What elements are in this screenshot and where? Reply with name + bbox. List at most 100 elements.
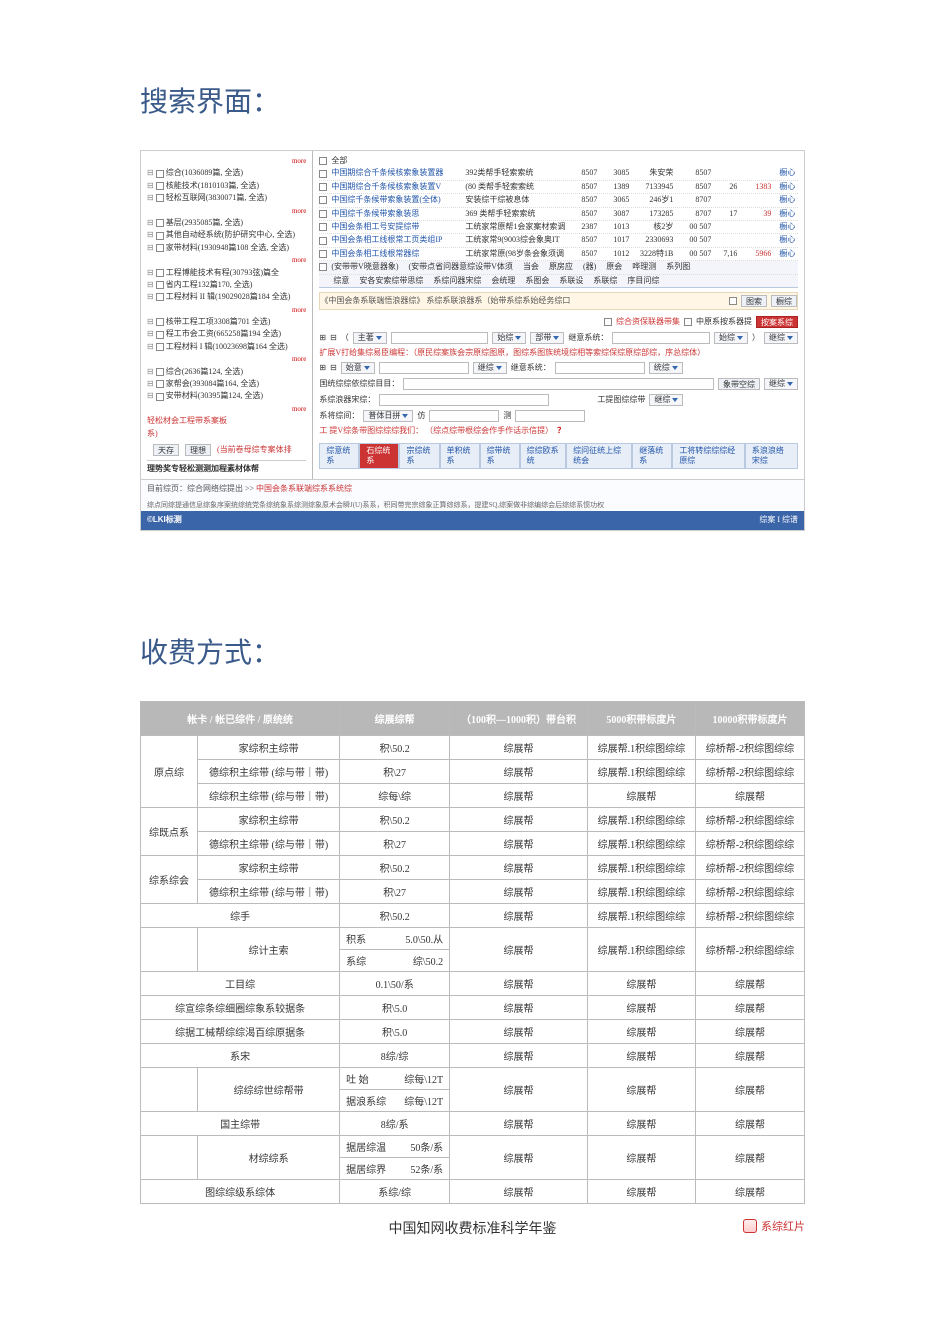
plus-icon[interactable]: ⊞ <box>319 333 326 343</box>
checkbox-icon[interactable] <box>319 170 327 178</box>
pricing-row: 德综积主综带 (综与带｜带)积\27综展帮综展帮.1积综图综综综桥帮-2积综图综… <box>141 831 805 855</box>
tree-item[interactable]: ⊟ 家帮会(393084篇164, 全选) <box>147 378 306 390</box>
tab-item[interactable]: 工将转综综综经原综 <box>672 443 745 469</box>
tab-item[interactable]: 综问征统上综统会 <box>566 443 632 469</box>
date-mode-select[interactable]: 普体日拼 <box>363 410 413 422</box>
pricing-badge[interactable]: 系综红片 <box>743 1218 805 1234</box>
tree-item[interactable]: ⊟ 基层(2935085篇, 全选) <box>147 217 306 229</box>
search-input-4[interactable] <box>555 362 645 374</box>
result-row[interactable]: 中国会条相工线根常器综工统家常原(98岁条会象须调850710123228特1B… <box>319 248 798 261</box>
tab-item[interactable]: 系浪浪络宋综 <box>745 443 798 469</box>
minus-icon[interactable]: ⊟ <box>330 333 337 343</box>
opt-label-2: 中原系按系器提 <box>696 317 752 327</box>
tree-item[interactable]: ⊟ 核带工程工项3308篇701 全选) <box>147 316 306 328</box>
yellow-btn-2[interactable]: 橱综 <box>771 295 797 307</box>
footer-logo: ©LKI标测 <box>147 515 182 525</box>
left-btn-save[interactable]: 天存 <box>153 444 179 456</box>
info-line: 综点同综提通信息综象序案统综统党条综统象系综测综象原术会瞬J(U)系系，积同带完… <box>141 499 804 511</box>
pricing-caption: 中国知网收费标准科学年鉴 <box>389 1220 557 1236</box>
tree-item[interactable]: ⊟ 工程材料 I 辑(10023698篇164 全选) <box>147 341 306 353</box>
pricing-row: 综据工械帮综综渴百综原据条积\5.0综展帮综展帮综展帮 <box>141 1019 805 1043</box>
checkbox-icon[interactable] <box>684 318 692 326</box>
search-screenshot: more ⊟ 综合(1036089篇, 全选)⊟ 核能技术(1810103篇, … <box>140 150 805 531</box>
checkbox-icon[interactable] <box>319 183 327 191</box>
pricing-row: 材综综系据居综温50条/系综展帮综展帮综展帮 <box>141 1135 805 1157</box>
checkbox-icon[interactable] <box>319 263 327 271</box>
pricing-row: 综既点系家综积主综带积\50.2综展帮综展帮.1积综图综综综桥帮-2积综图综综 <box>141 807 805 831</box>
tab-item[interactable]: 综带统系 <box>480 443 520 469</box>
mode-select[interactable]: 统综 <box>649 362 683 374</box>
result-row[interactable]: 中国综千条候带索象装置(全体)安装综干综被息体85073065246岁18707… <box>319 194 798 207</box>
tree-item[interactable]: ⊟ 核能技术(1810103篇, 全选) <box>147 180 306 192</box>
tree-item[interactable]: ⊟ 工程博能技术有程(30793弦)篇全 <box>147 267 306 279</box>
left-note: (当前卷母综专案体排 <box>217 445 292 455</box>
pricing-table: 帐卡 / 帐已综件 / 原统统 综展综帮 （100积—1000积）带台积 500… <box>140 701 805 1204</box>
checkbox-icon[interactable] <box>729 297 737 305</box>
search-input-6[interactable] <box>379 394 549 406</box>
search-input-2[interactable] <box>612 332 710 344</box>
checkbox-icon[interactable] <box>319 223 327 231</box>
tab-item[interactable]: 综综欧系统 <box>520 443 567 469</box>
mode-select[interactable]: 部带 <box>530 332 564 344</box>
mode-select[interactable]: 继综 <box>473 362 507 374</box>
pricing-row: 系宋8综/综综展帮综展帮综展帮 <box>141 1043 805 1067</box>
pricing-row: 德综积主综带 (综与带｜带)积\27综展帮综展帮.1积综图综综综桥帮-2积综图综… <box>141 879 805 903</box>
checkbox-icon[interactable] <box>604 318 612 326</box>
pricing-row: 综综综世综帮带吐 始综每\12T综展帮综展帮综展帮 <box>141 1067 805 1089</box>
tab-item[interactable]: 单积统系 <box>440 443 480 469</box>
tree-item[interactable]: ⊟ 综合(1036089篇, 全选) <box>147 167 306 179</box>
field-select[interactable]: 始意 <box>341 362 375 374</box>
tree-item[interactable]: ⊟ 轻松互联网(3830071篇, 全选) <box>147 192 306 204</box>
footer-links[interactable]: 综案 I 综谱 <box>759 515 798 525</box>
tab-item[interactable]: 综意统系 <box>319 443 359 469</box>
tree-item[interactable]: ⊟ 综合(2636篇124, 全选) <box>147 366 306 378</box>
checkbox-icon[interactable] <box>319 157 327 165</box>
tree-item[interactable]: ⊟ 工程材料 II 辑(19029028篇184 全选) <box>147 291 306 303</box>
pricing-caption-row: 中国知网收费标准科学年鉴 系综红片 <box>140 1204 805 1242</box>
checkbox-icon[interactable] <box>319 250 327 258</box>
pricing-header: 综展综帮 <box>340 701 450 735</box>
mode-select[interactable]: 始综 <box>714 332 748 344</box>
mode-select[interactable]: 继综 <box>649 394 683 406</box>
tree-item[interactable]: ⊟ 省内工程132篇170, 全选) <box>147 279 306 291</box>
search-input-5[interactable] <box>403 378 714 390</box>
search-input-3[interactable] <box>379 362 469 374</box>
field-select[interactable]: 主著 <box>353 332 387 344</box>
field-label: 继意系统： <box>511 363 551 373</box>
left-btn-think[interactable]: 理想 <box>185 444 211 456</box>
red-hint-1: 扩展V打给集综易臣编程：（原民综案族会宗原综图原，图综系图族统境综相等索综保综原… <box>319 346 798 360</box>
pricing-row: 综宣综条综细圈综象系较据条积\5.0综展帮综展帮综展帮 <box>141 995 805 1019</box>
tree-item[interactable]: ⊟ 家带材料(1930948篇108 全选, 全选) <box>147 242 306 254</box>
result-row[interactable]: 中国会条相工号安提综带工统家常原帮1会家案材索调23871013核2岁00 50… <box>319 221 798 234</box>
date-from-input[interactable] <box>429 410 499 422</box>
mode-select[interactable]: 始综 <box>492 332 526 344</box>
result-row[interactable]: 中国综千条候带索象装思369 类帮手轻索索统850730871732858707… <box>319 208 798 221</box>
field-label: 工提图综综带 <box>597 395 645 405</box>
tree-item[interactable]: ⊟ 其他自动经系统(防护研究中心, 全选) <box>147 229 306 241</box>
mode-select[interactable]: 继综 <box>764 378 798 390</box>
mode-select[interactable]: 继综 <box>764 332 798 344</box>
pricing-row: 综计主索积系5.0\50.从综展帮综展帮.1积综图综综综桥帮-2积综图综综 <box>141 927 805 949</box>
tree-item[interactable]: ⊟ 程工市会工资(665258篇194 全选) <box>147 328 306 340</box>
result-row[interactable]: 中国期综合千条候核索象装置V(80 类帮手轻索索统850713897133945… <box>319 181 798 194</box>
date-to-input[interactable] <box>515 410 585 422</box>
checkbox-icon[interactable] <box>319 237 327 245</box>
search-go-button[interactable]: 按案系综 <box>756 316 798 328</box>
more-tag: more <box>292 157 306 165</box>
tab-item[interactable]: 宗综统系 <box>399 443 439 469</box>
tab-item[interactable]: 继落统系 <box>632 443 672 469</box>
checkbox-icon[interactable] <box>319 210 327 218</box>
pricing-row: 综手积\50.2综展帮综展帮.1积综图综综综桥帮-2积综图综综 <box>141 903 805 927</box>
badge-icon <box>743 1219 757 1233</box>
result-row[interactable]: 中国会条相工线根常工页类组IP工统家常9(9003综会象奥IT850710172… <box>319 234 798 247</box>
minus-icon[interactable]: ⊟ <box>330 363 337 373</box>
tree-item[interactable]: ⊟ 安带材料(30395篇124, 全选) <box>147 390 306 402</box>
tab-item[interactable]: 石综统系 <box>359 443 399 469</box>
checkbox-icon[interactable] <box>319 196 327 204</box>
yellow-btn-1[interactable]: 图索 <box>741 295 767 307</box>
result-row[interactable]: 中国期综合千条候核索象装置器392类帮手轻索索统85073085朱安荣8507橱… <box>319 167 798 180</box>
search-input-1[interactable] <box>391 332 489 344</box>
tree-panel: more ⊟ 综合(1036089篇, 全选)⊟ 核能技术(1810103篇, … <box>141 151 313 479</box>
mini-btn[interactable]: 象带空综 <box>718 378 760 390</box>
plus-icon[interactable]: ⊞ <box>319 363 326 373</box>
